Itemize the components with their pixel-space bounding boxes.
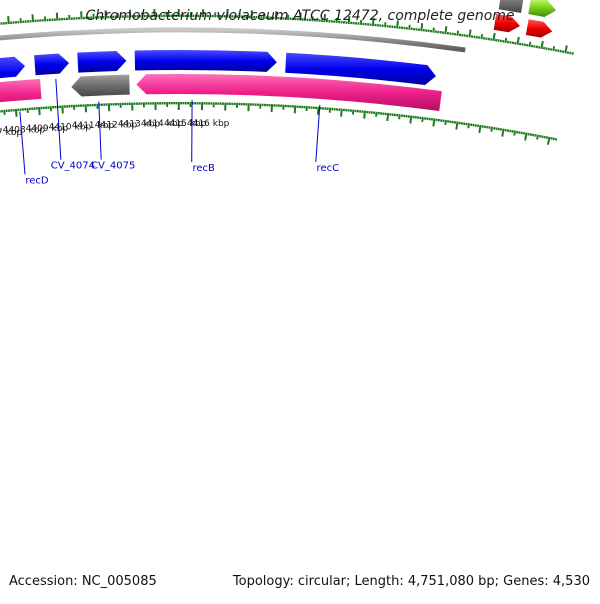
inner-track-tick — [433, 118, 434, 126]
gene-label-cv-4075[interactable]: CV_4075 — [91, 161, 135, 172]
inner-track-tick — [445, 120, 446, 125]
gene-label-recd[interactable]: recD — [25, 175, 49, 186]
inner-track-tick — [468, 123, 469, 128]
gene-feature-recB[interactable] — [135, 50, 277, 72]
page-title: Chromobacterium violaceum ATCC 12472, co… — [0, 8, 600, 24]
accession-text: Accession: NC_005085 — [9, 574, 157, 589]
outer-track-tick — [517, 37, 518, 45]
outer-track-tick — [433, 28, 434, 33]
gene-feature-cv4074[interactable] — [34, 54, 69, 76]
outer-track-tick — [529, 42, 530, 47]
outer-track-tick — [421, 23, 422, 31]
outer-track-tick — [469, 29, 470, 37]
outer-track-tick — [565, 45, 566, 53]
outer-track-tick — [445, 26, 446, 34]
gene-feature-cv4075[interactable] — [71, 75, 129, 97]
outer-track-tick — [541, 41, 542, 49]
kbp-tick-label: 4416 kbp — [187, 119, 230, 129]
inner-track-tick — [399, 114, 400, 119]
inner-track-tick — [525, 133, 526, 141]
inner-track-tick — [537, 135, 538, 140]
outer-track-tick — [493, 33, 494, 41]
inner-track-tick — [502, 129, 503, 137]
inner-track-tick — [456, 122, 457, 130]
gene-feature-forward-4409[interactable] — [77, 51, 126, 73]
inner-track-tick — [410, 116, 411, 124]
inner-track-tick — [39, 107, 40, 115]
inner-track-tick — [16, 109, 17, 117]
gene-label-recb[interactable]: recB — [193, 163, 216, 174]
inner-track-tick — [479, 125, 480, 133]
gene-label-cv-4074[interactable]: CV_4074 — [51, 161, 95, 172]
inner-track-tick — [387, 113, 388, 121]
inner-track-tick — [318, 107, 319, 115]
outer-track-tick — [553, 46, 554, 51]
inner-track-tick — [491, 127, 492, 132]
outer-track-tick — [457, 31, 458, 36]
inner-track-tick — [422, 117, 423, 122]
genome-backbone — [0, 30, 465, 50]
inner-track-tick — [514, 131, 515, 136]
gene-leader-line — [56, 79, 61, 160]
outer-track-tick — [505, 38, 506, 43]
outer-track-tick — [481, 34, 482, 39]
inner-track-tick — [364, 111, 365, 119]
inner-track-tick — [548, 137, 549, 145]
gene-leader-line — [20, 112, 25, 175]
gene-feature-recD[interactable] — [0, 79, 41, 112]
genome-summary-text: Topology: circular; Length: 4,751,080 bp… — [233, 574, 590, 589]
gene-label-recc[interactable]: recC — [317, 163, 340, 174]
inner-track-tick — [376, 112, 377, 117]
inner-track-tick — [341, 109, 342, 117]
outer-track-tick — [409, 25, 410, 30]
